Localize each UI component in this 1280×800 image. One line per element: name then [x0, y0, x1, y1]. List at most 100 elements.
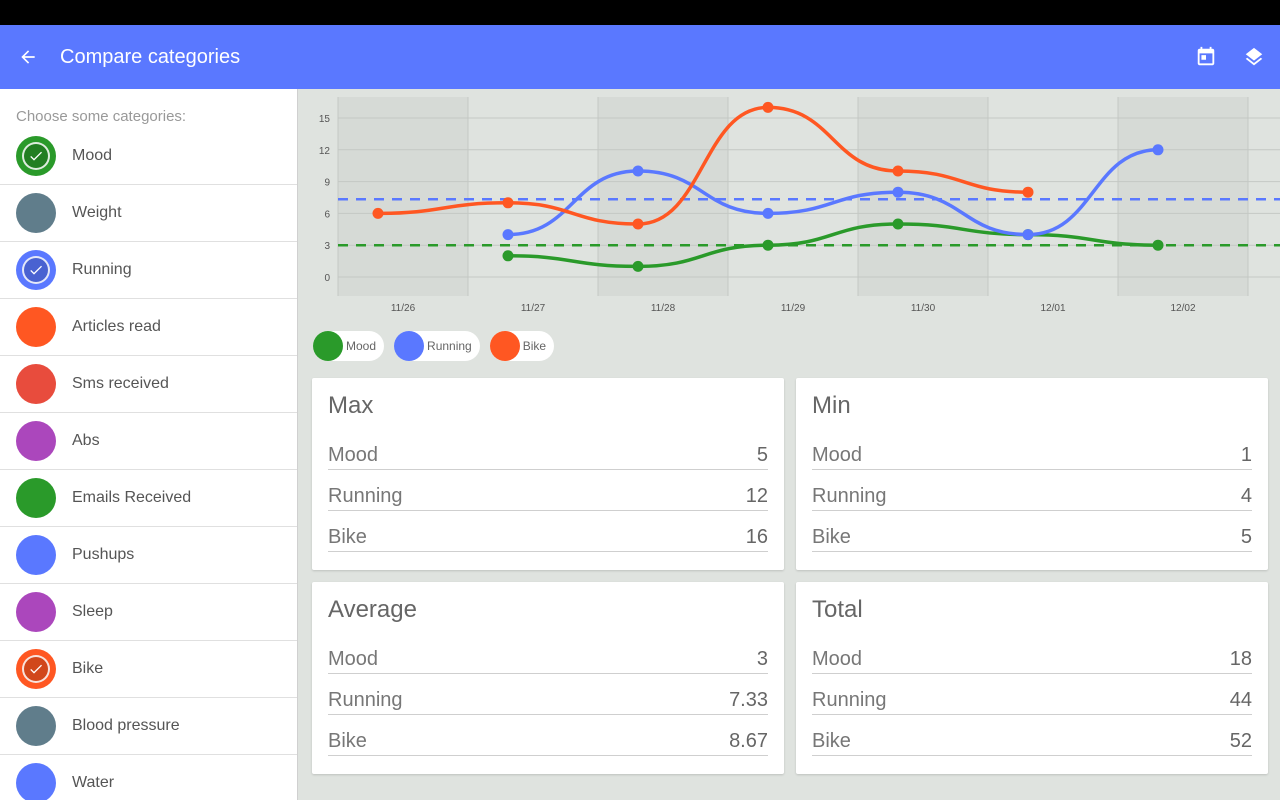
- category-label: Sms received: [72, 375, 169, 392]
- category-item-sms-received[interactable]: Sms received: [0, 356, 297, 413]
- stat-label: Bike: [328, 526, 367, 548]
- stat-value: 44: [1229, 689, 1252, 711]
- category-item-pushups[interactable]: Pushups: [0, 527, 297, 584]
- category-color-dot: [16, 592, 56, 632]
- stat-value: 5: [1240, 526, 1252, 548]
- category-item-bike[interactable]: Bike: [0, 641, 297, 698]
- app-bar-actions: [1194, 45, 1266, 69]
- x-tick-label: 11/27: [521, 303, 546, 314]
- stat-row-running: Running 4: [812, 483, 1252, 511]
- stat-value: 8.67: [729, 730, 768, 752]
- data-point-running: [892, 186, 904, 198]
- card-title: Max: [328, 392, 374, 419]
- max-card: Max Mood 5 Running 12 Bike 16: [312, 378, 784, 570]
- stat-row-mood: Mood 3: [328, 646, 768, 674]
- category-item-sleep[interactable]: Sleep: [0, 584, 297, 641]
- stat-row-bike: Bike 16: [328, 524, 768, 552]
- category-item-abs[interactable]: Abs: [0, 413, 297, 470]
- category-label: Bike: [72, 660, 104, 677]
- category-label: Emails Received: [72, 489, 192, 506]
- data-point-mood: [762, 239, 774, 251]
- legend-chip-bike[interactable]: Bike: [489, 331, 555, 361]
- category-item-mood[interactable]: Mood: [0, 128, 297, 185]
- app-bar: Compare categories: [0, 25, 1280, 89]
- average-card: Average Mood 3 Running 7.33 Bike 8.67: [312, 582, 784, 774]
- legend-label: Bike: [522, 339, 547, 353]
- stat-value: 4: [1240, 485, 1252, 507]
- data-point-running: [1152, 144, 1164, 156]
- data-point-bike: [892, 165, 904, 177]
- data-point-bike: [502, 197, 514, 209]
- category-item-running[interactable]: Running: [0, 242, 297, 299]
- legend-swatch: [313, 331, 343, 361]
- legend-chip-running[interactable]: Running: [394, 331, 480, 361]
- category-color-dot: [16, 478, 56, 518]
- stat-row-mood: Mood 18: [812, 646, 1252, 674]
- y-tick-label: 15: [319, 114, 331, 125]
- stat-value: 12: [745, 485, 768, 507]
- line-chart: 0 3 6 9 12 15 11/26 11/27 11/28 11/29 11/30 12/01 12…: [300, 89, 1280, 319]
- x-tick-label: 11/30: [911, 303, 936, 314]
- x-tick-label: 11/28: [651, 303, 676, 314]
- stat-label: Bike: [812, 730, 851, 752]
- stat-row-bike: Bike 5: [812, 524, 1252, 552]
- data-point-running: [762, 207, 774, 219]
- stat-label: Running: [328, 689, 403, 711]
- data-point-bike: [762, 101, 774, 113]
- data-point-running: [1022, 229, 1034, 241]
- category-item-emails-received[interactable]: Emails Received: [0, 470, 297, 527]
- stat-value: 7.33: [729, 689, 768, 711]
- stat-row-bike: Bike 8.67: [328, 728, 768, 756]
- category-label: Pushups: [72, 546, 135, 563]
- data-point-bike: [1022, 186, 1034, 198]
- category-label: Weight: [72, 204, 122, 221]
- check-icon: [16, 250, 56, 290]
- chart-column-band: [1118, 97, 1248, 296]
- chart-column-band: [598, 97, 728, 296]
- category-color-dot: [16, 763, 56, 800]
- category-label: Water: [72, 774, 115, 791]
- stat-row-running: Running 44: [812, 687, 1252, 715]
- category-item-weight[interactable]: Weight: [0, 185, 297, 242]
- arrow-back-icon[interactable]: [16, 45, 40, 69]
- category-color-dot: [16, 193, 56, 233]
- category-label: Articles read: [72, 318, 161, 335]
- status-bar: [0, 0, 1280, 25]
- data-point-mood: [1152, 239, 1164, 251]
- calendar-icon[interactable]: [1194, 45, 1218, 69]
- data-point-mood: [892, 218, 904, 230]
- category-item-blood-pressure[interactable]: Blood pressure: [0, 698, 297, 755]
- stat-value: 18: [1229, 648, 1252, 670]
- stat-label: Mood: [812, 444, 863, 466]
- data-point-mood: [632, 260, 644, 272]
- check-icon: [16, 136, 56, 176]
- category-color-dot: [16, 421, 56, 461]
- category-color-dot: [16, 364, 56, 404]
- x-tick-label: 11/29: [781, 303, 806, 314]
- category-label: Sleep: [72, 603, 113, 620]
- category-color-dot: [16, 307, 56, 347]
- y-tick-label: 0: [324, 273, 330, 284]
- stat-label: Running: [812, 485, 887, 507]
- stat-value: 52: [1229, 730, 1252, 752]
- category-list: Mood Weight Running Articles read Sms receiv…: [0, 128, 297, 800]
- y-tick-label: 6: [324, 209, 330, 220]
- category-label: Blood pressure: [72, 717, 180, 734]
- category-item-articles-read[interactable]: Articles read: [0, 299, 297, 356]
- stat-row-running: Running 12: [328, 483, 768, 511]
- chart-column-band: [338, 97, 468, 296]
- x-tick-label: 12/01: [1040, 303, 1065, 314]
- legend-chip-mood[interactable]: Mood: [313, 331, 385, 361]
- category-item-water[interactable]: Water: [0, 755, 297, 800]
- card-title: Average: [328, 596, 417, 623]
- layers-icon[interactable]: [1242, 45, 1266, 69]
- legend-swatch: [489, 331, 520, 361]
- stat-value: 16: [745, 526, 768, 548]
- card-title: Total: [812, 596, 863, 623]
- x-tick-label: 12/02: [1170, 303, 1195, 314]
- data-point-running: [502, 229, 514, 241]
- data-point-running: [632, 165, 644, 177]
- stat-label: Mood: [812, 648, 863, 670]
- chart-column-band: [728, 97, 858, 296]
- stat-label: Bike: [328, 730, 367, 752]
